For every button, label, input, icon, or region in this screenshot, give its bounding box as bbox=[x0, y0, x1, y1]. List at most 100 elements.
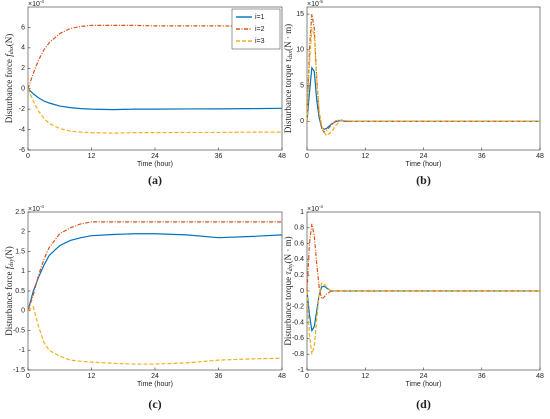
x-tick-label: 0 bbox=[26, 153, 30, 160]
y-tick-label: 0.8 bbox=[294, 225, 304, 232]
x-tick-label: 0 bbox=[305, 373, 309, 380]
y-axis-label: Disturbance torque τdsy(N · m) bbox=[283, 236, 294, 345]
exponent: ×10-4 bbox=[28, 204, 44, 213]
y-tick-label: 2 bbox=[21, 229, 25, 236]
y-tick-label: 0.4 bbox=[294, 256, 304, 263]
y-tick-label: 0 bbox=[300, 118, 304, 125]
y-tick-label: -6 bbox=[19, 147, 25, 154]
y-tick-label: 5 bbox=[300, 82, 304, 89]
series-line bbox=[306, 223, 540, 300]
y-label-unit: (N · m) bbox=[283, 24, 293, 51]
exponent-base: ×10 bbox=[28, 206, 40, 213]
y-tick-label: -1 bbox=[298, 367, 304, 374]
exponent: ×10-4 bbox=[28, 0, 44, 8]
y-tick-label: 2 bbox=[21, 65, 25, 72]
exponent-power: -4 bbox=[40, 204, 44, 209]
y-label-unit: (N · m) bbox=[283, 236, 293, 263]
legend-label: i=2 bbox=[255, 26, 265, 33]
y-tick-label: 0.2 bbox=[294, 272, 304, 279]
y-tick-label: -0.8 bbox=[292, 351, 304, 358]
x-tick-label: 36 bbox=[478, 153, 486, 160]
y-tick-label: 4 bbox=[21, 45, 25, 52]
y-label-sub: dsx bbox=[9, 46, 15, 54]
exponent-base: ×10 bbox=[307, 1, 319, 8]
caption: (c) bbox=[148, 397, 161, 411]
y-tick-label: 1 bbox=[300, 209, 304, 216]
exponent-base: ×10 bbox=[28, 1, 40, 8]
y-tick-label: 1 bbox=[21, 268, 25, 275]
y-tick-label: 0 bbox=[21, 86, 25, 93]
x-tick-label: 36 bbox=[215, 153, 223, 160]
series-line bbox=[27, 221, 282, 311]
x-tick-label: 24 bbox=[420, 153, 428, 160]
exponent-power: -5 bbox=[319, 0, 323, 4]
y-label-unit: (N) bbox=[4, 34, 14, 47]
x-tick-label: 12 bbox=[88, 373, 96, 380]
x-tick-label: 48 bbox=[536, 373, 544, 380]
plot-area bbox=[306, 6, 541, 151]
y-label-text: Disturbance force bbox=[4, 57, 14, 123]
x-tick-label: 12 bbox=[88, 153, 96, 160]
caption: (b) bbox=[416, 173, 431, 187]
series-line bbox=[27, 88, 282, 134]
plot-area bbox=[27, 211, 283, 371]
y-label-symbol: τ bbox=[283, 58, 293, 62]
x-axis-label: Time (hour) bbox=[137, 161, 173, 168]
x-axis-label: Time (hour) bbox=[406, 161, 442, 168]
y-label-sub: dsy bbox=[288, 263, 294, 271]
x-tick-label: 12 bbox=[361, 153, 369, 160]
y-tick-label: 0 bbox=[21, 308, 25, 315]
y-tick-label: -2 bbox=[19, 106, 25, 113]
x-tick-label: 48 bbox=[278, 153, 286, 160]
y-axis-label: Disturbance force fdsx(N) bbox=[4, 34, 15, 123]
x-tick-label: 24 bbox=[151, 153, 159, 160]
y-axis-label: Disturbance torque τdsx(N · m) bbox=[283, 24, 294, 133]
y-label-symbol: f bbox=[4, 53, 14, 57]
y-label-text: Disturbance torque bbox=[283, 275, 293, 346]
y-tick-label: 0.5 bbox=[15, 288, 25, 295]
y-tick-label: 0.6 bbox=[294, 240, 304, 247]
y-label-symbol: f bbox=[4, 265, 14, 269]
y-tick-label: 2.5 bbox=[15, 209, 25, 216]
y-tick-label: 1.5 bbox=[15, 248, 25, 255]
y-tick-label: -4 bbox=[19, 126, 25, 133]
y-axis-label: Disturbance force fdsy(N) bbox=[4, 246, 15, 335]
y-tick-label: -0.4 bbox=[292, 319, 304, 326]
series-line bbox=[27, 305, 283, 365]
x-tick-label: 24 bbox=[420, 373, 428, 380]
series-line bbox=[306, 28, 540, 137]
exponent: ×10-5 bbox=[307, 0, 323, 8]
caption: (d) bbox=[416, 397, 431, 411]
caption: (a) bbox=[148, 173, 162, 187]
x-tick-label: 36 bbox=[215, 373, 223, 380]
x-tick-label: 48 bbox=[278, 373, 286, 380]
y-tick-label: -0.5 bbox=[13, 327, 25, 334]
exponent-power: -4 bbox=[319, 204, 323, 209]
x-axis-label: Time (hour) bbox=[137, 381, 173, 388]
y-label-unit: (N) bbox=[4, 246, 14, 259]
y-tick-label: -0.2 bbox=[292, 304, 304, 311]
legend-label: i=1 bbox=[255, 14, 265, 21]
series-line bbox=[27, 88, 283, 111]
y-tick-label: -1.5 bbox=[13, 367, 25, 374]
exponent: ×10-4 bbox=[307, 204, 323, 213]
y-tick-label: 0 bbox=[300, 288, 304, 295]
y-tick-label: -0.6 bbox=[292, 335, 304, 342]
y-label-text: Disturbance torque bbox=[283, 62, 293, 133]
y-tick-label: 10 bbox=[296, 47, 304, 54]
legend-label: i=3 bbox=[255, 38, 265, 45]
y-tick-label: -1 bbox=[19, 347, 25, 354]
y-label-sub: dsy bbox=[9, 258, 15, 266]
series-line bbox=[306, 14, 540, 133]
y-tick-label: 6 bbox=[21, 24, 25, 31]
x-tick-label: 48 bbox=[536, 153, 544, 160]
x-tick-label: 24 bbox=[151, 373, 159, 380]
legend-box bbox=[231, 8, 281, 50]
x-tick-label: 0 bbox=[305, 153, 309, 160]
x-tick-label: 12 bbox=[361, 373, 369, 380]
y-label-text: Disturbance force bbox=[4, 269, 14, 335]
exponent-base: ×10 bbox=[307, 206, 319, 213]
series-line bbox=[27, 233, 283, 311]
x-axis-label: Time (hour) bbox=[406, 381, 442, 388]
